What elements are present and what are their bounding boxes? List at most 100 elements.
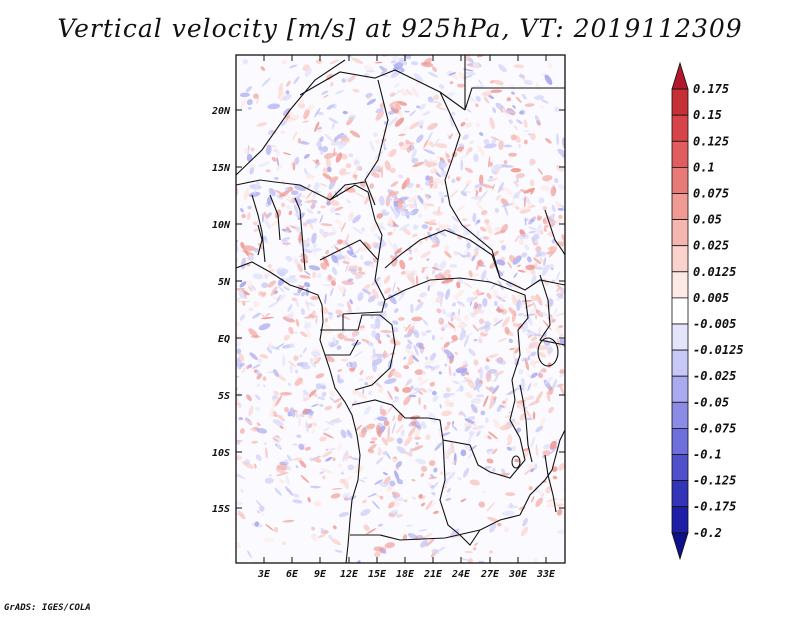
field-blob [301,248,313,254]
field-blob [365,70,376,73]
field-blob [537,215,543,221]
field-blob [370,314,374,320]
field-blob [363,477,368,480]
field-blob [502,400,506,404]
field-blob [476,201,484,211]
field-blob [487,516,499,523]
field-blob [589,245,598,255]
field-blob [320,527,326,533]
field-blob [393,83,400,88]
field-blob [188,242,196,253]
field-blob [544,74,553,85]
field-blob [282,354,286,367]
field-blob [438,191,445,197]
field-blob [261,213,264,223]
field-blob [204,255,212,265]
field-blob [419,240,423,245]
field-blob [176,336,181,347]
field-blob [429,175,434,189]
field-blob [178,209,186,217]
field-blob [314,107,321,118]
field-blob [478,79,483,85]
colorbar-swatch [671,297,689,325]
field-blob [411,479,416,482]
field-blob [253,93,259,99]
field-blob [483,236,490,240]
field-blob [322,255,330,267]
field-blob [500,198,509,206]
field-blob [383,275,391,284]
field-blob [242,367,246,374]
field-blob [410,35,421,44]
field-blob [243,418,253,425]
field-blob [181,210,186,216]
field-blob [528,394,535,399]
field-blob [284,458,289,465]
field-blob [517,293,522,299]
field-blob [256,510,260,514]
field-blob [239,428,245,434]
field-blob [586,303,592,309]
field-blob [556,503,564,507]
field-blob [429,141,435,148]
field-blob [477,145,485,157]
field-blob [342,260,350,265]
field-blob [300,308,306,316]
field-blob [303,408,309,413]
field-blob [321,90,329,95]
field-blob [491,164,502,171]
field-blob [552,475,558,480]
field-blob [541,264,550,277]
field-blob [282,152,292,156]
field-blob [361,288,371,295]
field-blob [285,255,293,262]
field-blob [319,404,324,407]
field-blob [492,107,497,114]
field-blob [258,323,271,331]
field-blob [227,234,236,244]
field-blob [533,233,540,240]
field-blob [387,237,394,249]
field-blob [444,363,448,367]
field-blob [202,414,208,417]
field-blob [555,241,565,247]
field-blob [391,421,396,435]
field-blob [392,55,399,61]
lon-tick-label: 24E [451,569,471,580]
field-blob [411,445,424,451]
field-blob [312,271,317,279]
field-blob [548,406,554,414]
field-blob [450,279,454,285]
field-blob [209,294,212,306]
field-blob [654,260,662,270]
field-blob [598,218,605,230]
field-blob [522,447,531,452]
field-blob [579,363,587,374]
lake-volta [257,224,263,256]
field-blob [415,458,426,465]
field-blob [596,129,605,142]
field-blob [410,385,414,390]
field-blob [347,361,350,370]
field-blob [409,203,415,209]
field-blob [491,448,498,455]
field-blob [589,368,597,378]
field-blob [446,421,451,426]
field-blob [445,492,451,498]
field-blob [175,478,185,485]
longitude-axis: 3E 6E 9E 12E 15E 18E 21E 24E 27E 30E 33E [257,569,556,580]
field-blob [238,289,245,299]
field-blob [598,192,606,199]
field-blob [137,321,142,332]
field-blob [318,145,323,151]
field-blob [303,167,308,174]
field-blob [347,278,354,282]
field-blob [497,337,508,343]
field-blob [503,144,513,148]
field-blob [575,86,579,92]
field-blob [489,522,497,533]
field-blob [182,499,188,504]
field-blob [535,444,539,457]
field-blob [310,296,320,300]
field-blob [392,281,396,293]
